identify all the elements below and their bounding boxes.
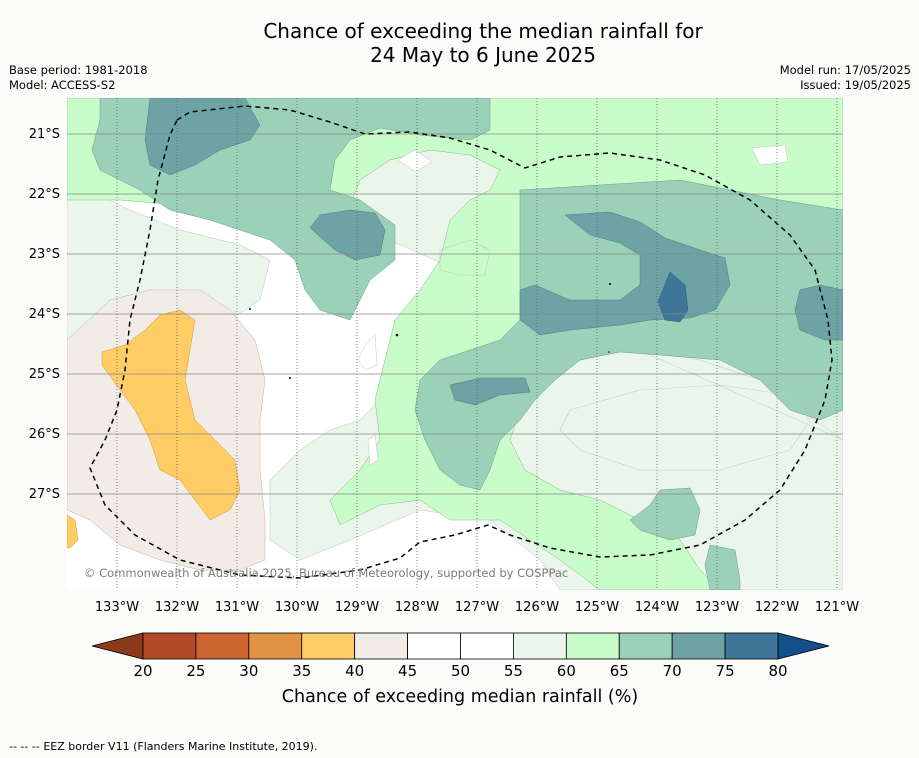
longitude-grid	[116, 98, 838, 590]
contour-line	[439, 239, 811, 471]
colorbar-segments	[142, 632, 779, 660]
colorbar-segment	[142, 632, 197, 660]
colorbar-segment	[301, 632, 356, 660]
field-70-75	[144, 98, 843, 406]
lon-label: 126°W	[515, 600, 559, 615]
colorbar-tick-label: 75	[716, 662, 735, 680]
colorbar-segment	[565, 632, 620, 660]
lon-label: 128°W	[395, 600, 439, 615]
island-markers	[249, 283, 611, 379]
border-legend-text: EEZ border V11 (Flanders Marine Institut…	[43, 740, 318, 753]
colorbar-tick-label: 25	[186, 662, 205, 680]
colorbar-tick-label: 55	[504, 662, 523, 680]
lon-label: 132°W	[155, 600, 199, 615]
lon-label: 123°W	[695, 600, 739, 615]
lon-label: 122°W	[755, 600, 799, 615]
map-area: © Commonwealth of Australia 2025, Bureau…	[67, 98, 843, 590]
dashed-line-symbol: -- -- --	[9, 740, 40, 753]
issued-date: Issued: 19/05/2025	[800, 78, 911, 92]
model-info: Base period: 1981-2018 Model: ACCESS-S2	[9, 63, 148, 93]
map-title: Chance of exceeding the median rainfall …	[0, 19, 919, 67]
title-line-1: Chance of exceeding the median rainfall …	[263, 19, 703, 43]
colorbar-segment	[513, 632, 567, 660]
colorbar-tick-label: 65	[610, 662, 629, 680]
colorbar-label: Chance of exceeding median rainfall (%)	[282, 687, 638, 707]
title-line-2: 24 May to 6 June 2025	[370, 43, 596, 67]
base-period: Base period: 1981-2018	[9, 63, 148, 77]
latitude-grid	[67, 133, 843, 495]
lat-label: 23°S	[29, 247, 60, 262]
colorbar-segment	[407, 632, 461, 660]
colorbar-tick-label: 70	[663, 662, 682, 680]
field-35-40	[67, 309, 241, 549]
lon-label: 130°W	[275, 600, 319, 615]
run-info: Model run: 17/05/2025 Issued: 19/05/2025	[780, 63, 911, 93]
copyright-text: © Commonwealth of Australia 2025, Bureau…	[84, 566, 568, 580]
latitude-labels: 21°S 22°S 23°S 24°S 25°S 26°S 27°S	[29, 127, 60, 502]
colorbar-segment	[618, 632, 673, 660]
colorbar-segment	[460, 632, 514, 660]
colorbar-tick-label: 30	[239, 662, 258, 680]
field-65-70	[91, 98, 843, 590]
lat-label: 21°S	[29, 127, 60, 142]
colorbar-segment	[195, 632, 250, 660]
model-run: Model run: 17/05/2025	[779, 63, 911, 77]
lat-label: 24°S	[29, 307, 60, 322]
lat-label: 27°S	[29, 487, 60, 502]
lat-label: 25°S	[29, 367, 60, 382]
colorbar-segment	[248, 632, 303, 660]
lon-label: 125°W	[575, 600, 619, 615]
colorbar-over-arrow	[777, 632, 830, 660]
colorbar-tick-label: 80	[768, 662, 787, 680]
field-75-80	[657, 271, 689, 323]
colorbar-tick-label: 45	[398, 662, 417, 680]
field-white-patch	[357, 144, 789, 466]
longitude-labels: 133°W 132°W 131°W 130°W 129°W 128°W 127°…	[95, 600, 859, 615]
lon-label: 129°W	[335, 600, 379, 615]
lon-label: 121°W	[815, 600, 859, 615]
colorbar-tick-label: 35	[292, 662, 311, 680]
colorbar-segment	[671, 632, 726, 660]
colorbar-tick-label: 40	[345, 662, 364, 680]
colorbar: 20 25 30 35 40 45 50 55 60 65 70 75 80 Chance of exc…	[91, 632, 830, 707]
lat-label: 26°S	[29, 427, 60, 442]
colorbar-ticks: 20 25 30 35 40 45 50 55 60 65 70 75 80	[133, 662, 787, 680]
lon-label: 133°W	[95, 600, 139, 615]
colorbar-tick-label: 60	[557, 662, 576, 680]
model-name: Model: ACCESS-S2	[9, 78, 116, 92]
colorbar-segment	[354, 632, 408, 660]
lon-label: 131°W	[215, 600, 259, 615]
colorbar-under-arrow	[91, 632, 144, 660]
colorbar-tick-label: 20	[133, 662, 152, 680]
lon-label: 124°W	[635, 600, 679, 615]
lon-label: 127°W	[455, 600, 499, 615]
lat-label: 22°S	[29, 187, 60, 202]
border-legend: -- -- -- EEZ border V11 (Flanders Marine…	[9, 740, 317, 753]
colorbar-tick-label: 50	[451, 662, 470, 680]
colorbar-segment	[724, 632, 779, 660]
